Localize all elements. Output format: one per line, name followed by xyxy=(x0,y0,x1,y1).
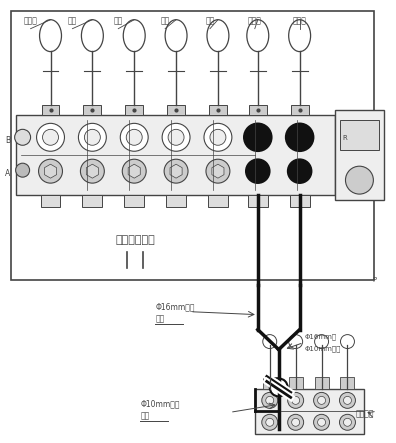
Circle shape xyxy=(341,334,354,349)
Circle shape xyxy=(292,396,300,404)
Circle shape xyxy=(84,129,100,145)
Circle shape xyxy=(287,392,304,408)
Circle shape xyxy=(266,396,274,404)
Polygon shape xyxy=(44,164,57,178)
Circle shape xyxy=(314,392,329,408)
Text: Φ10mm三通: Φ10mm三通 xyxy=(305,345,341,352)
Circle shape xyxy=(318,418,326,426)
Circle shape xyxy=(270,378,287,396)
Circle shape xyxy=(318,396,326,404)
Ellipse shape xyxy=(165,19,187,51)
Text: 回转: 回转 xyxy=(114,16,123,25)
Ellipse shape xyxy=(82,19,103,51)
Circle shape xyxy=(126,129,142,145)
Bar xyxy=(42,105,59,115)
Text: R: R xyxy=(342,135,347,141)
Text: A: A xyxy=(6,169,11,178)
Text: 综掘机操作台: 综掘机操作台 xyxy=(115,235,155,245)
Bar xyxy=(125,105,143,115)
Polygon shape xyxy=(212,164,224,178)
Circle shape xyxy=(206,159,230,183)
Bar xyxy=(40,195,61,207)
Bar xyxy=(335,110,385,200)
Bar xyxy=(339,120,379,150)
Circle shape xyxy=(244,123,272,151)
Circle shape xyxy=(168,129,184,145)
Bar xyxy=(209,105,227,115)
Circle shape xyxy=(263,334,277,349)
Text: 后支撑: 后支撑 xyxy=(24,16,38,25)
Bar xyxy=(263,377,277,389)
Circle shape xyxy=(80,159,104,183)
Bar xyxy=(248,195,268,207)
Ellipse shape xyxy=(40,19,61,51)
Circle shape xyxy=(204,123,232,151)
Circle shape xyxy=(122,159,146,183)
Text: P: P xyxy=(372,277,377,283)
Circle shape xyxy=(15,129,30,145)
Circle shape xyxy=(15,163,30,177)
Circle shape xyxy=(286,123,314,151)
Circle shape xyxy=(266,418,274,426)
Circle shape xyxy=(314,334,329,349)
Text: Φ16mm管: Φ16mm管 xyxy=(305,333,337,340)
Ellipse shape xyxy=(289,19,310,51)
Text: 四联片阀: 四联片阀 xyxy=(356,410,374,419)
Circle shape xyxy=(78,123,106,151)
Text: 胶管: 胶管 xyxy=(155,314,164,323)
Text: Φ10mm高压: Φ10mm高压 xyxy=(140,400,180,409)
Bar xyxy=(124,195,144,207)
Bar xyxy=(249,105,267,115)
Text: 升降: 升降 xyxy=(206,16,215,25)
Text: 右行走: 右行走 xyxy=(248,16,262,25)
Text: 铲板: 铲板 xyxy=(68,16,77,25)
Circle shape xyxy=(339,392,356,408)
Bar xyxy=(11,11,374,280)
Circle shape xyxy=(287,159,312,183)
Bar xyxy=(289,377,303,389)
Bar xyxy=(84,105,101,115)
Text: Φ16mm高压: Φ16mm高压 xyxy=(155,302,195,311)
Bar xyxy=(15,115,335,195)
Circle shape xyxy=(343,418,352,426)
Circle shape xyxy=(246,159,270,183)
Circle shape xyxy=(262,414,278,430)
Ellipse shape xyxy=(123,19,145,51)
Bar xyxy=(314,377,329,389)
Circle shape xyxy=(262,392,278,408)
Polygon shape xyxy=(86,164,99,178)
Circle shape xyxy=(42,129,59,145)
Circle shape xyxy=(36,123,65,151)
Text: B: B xyxy=(6,136,11,145)
Circle shape xyxy=(314,414,329,430)
Circle shape xyxy=(287,414,304,430)
Text: 胶管: 胶管 xyxy=(140,412,149,421)
Circle shape xyxy=(162,123,190,151)
Bar xyxy=(290,195,310,207)
Bar xyxy=(167,105,185,115)
Polygon shape xyxy=(128,164,140,178)
Circle shape xyxy=(38,159,63,183)
Circle shape xyxy=(292,418,300,426)
Circle shape xyxy=(343,396,352,404)
Circle shape xyxy=(289,334,303,349)
Circle shape xyxy=(210,129,226,145)
Circle shape xyxy=(120,123,148,151)
Bar xyxy=(82,195,102,207)
Circle shape xyxy=(164,159,188,183)
Bar xyxy=(341,377,354,389)
Circle shape xyxy=(339,414,356,430)
Bar xyxy=(208,195,228,207)
Bar xyxy=(291,105,308,115)
Ellipse shape xyxy=(247,19,269,51)
Bar xyxy=(166,195,186,207)
Ellipse shape xyxy=(207,19,229,51)
Text: 左行走: 左行走 xyxy=(293,16,307,25)
Bar xyxy=(255,389,364,434)
Circle shape xyxy=(345,166,373,194)
Polygon shape xyxy=(170,164,182,178)
Text: 伸缩: 伸缩 xyxy=(160,16,170,25)
